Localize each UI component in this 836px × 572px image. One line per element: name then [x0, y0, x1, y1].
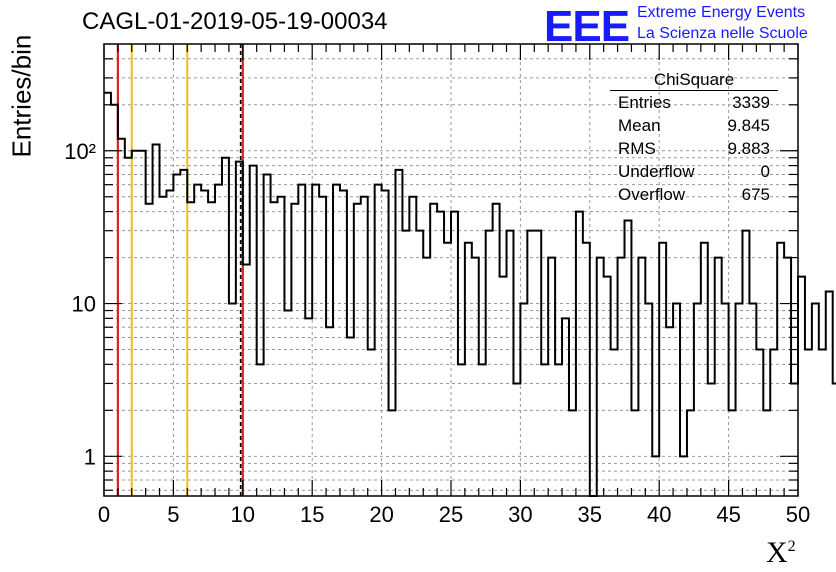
y-tick-label: 10: [72, 292, 96, 317]
chart-title: CAGL-01-2019-05-19-00034: [82, 8, 388, 35]
stats-value: 675: [741, 185, 770, 204]
stats-label: Overflow: [618, 185, 686, 204]
y-tick-label: 10²: [64, 139, 96, 164]
axis-ticks: [103, 44, 799, 496]
stats-row: Overflow 675: [610, 183, 778, 206]
stats-row: Entries 3339: [610, 91, 778, 114]
y-tick-label: 1: [84, 444, 96, 469]
stats-value: 3339: [732, 93, 770, 112]
stats-value: 9.845: [727, 116, 770, 135]
brand-line-1: Extreme Energy Events: [637, 4, 806, 21]
x-tick-label: 0: [98, 502, 110, 527]
reference-lines: [116, 44, 244, 496]
y-axis-label: Entries/bin: [6, 34, 37, 158]
stats-label: RMS: [618, 139, 656, 158]
stats-label: Entries: [618, 93, 671, 112]
x-tick-label: 45: [716, 502, 740, 527]
x-axis-label: X2: [766, 536, 796, 570]
x-tick-label: 35: [578, 502, 602, 527]
x-tick-label: 10: [231, 502, 255, 527]
x-tick-label: 25: [439, 502, 463, 527]
x-axis-label-text: X: [766, 536, 788, 569]
brand-line-2: La Scienza nelle Scuole: [637, 25, 808, 42]
tick-labels: 0 5 10 15 20 25 30 35 40 45 50 1 10 10²: [64, 139, 810, 527]
stats-row: Underflow 0: [610, 160, 778, 183]
eee-logo: EEE: [544, 2, 630, 51]
x-tick-label: 50: [786, 502, 810, 527]
x-tick-label: 5: [167, 502, 179, 527]
stats-label: Mean: [618, 116, 661, 135]
x-tick-label: 30: [508, 502, 532, 527]
stats-box: ChiSquare Entries 3339 Mean 9.845 RMS 9.883…: [610, 70, 778, 206]
stats-header: ChiSquare: [610, 70, 778, 91]
stats-value: 0: [760, 162, 770, 181]
x-tick-label: 20: [369, 502, 393, 527]
x-tick-label: 15: [300, 502, 324, 527]
stats-label: Underflow: [618, 162, 695, 181]
histogram-outline: [104, 91, 836, 497]
x-axis-label-superscript: 2: [787, 538, 796, 555]
stats-value: 9.883: [727, 139, 770, 158]
stats-row: RMS 9.883: [610, 137, 778, 160]
grid-lines: [104, 44, 798, 496]
stats-row: Mean 9.845: [610, 114, 778, 137]
x-tick-label: 40: [647, 502, 671, 527]
